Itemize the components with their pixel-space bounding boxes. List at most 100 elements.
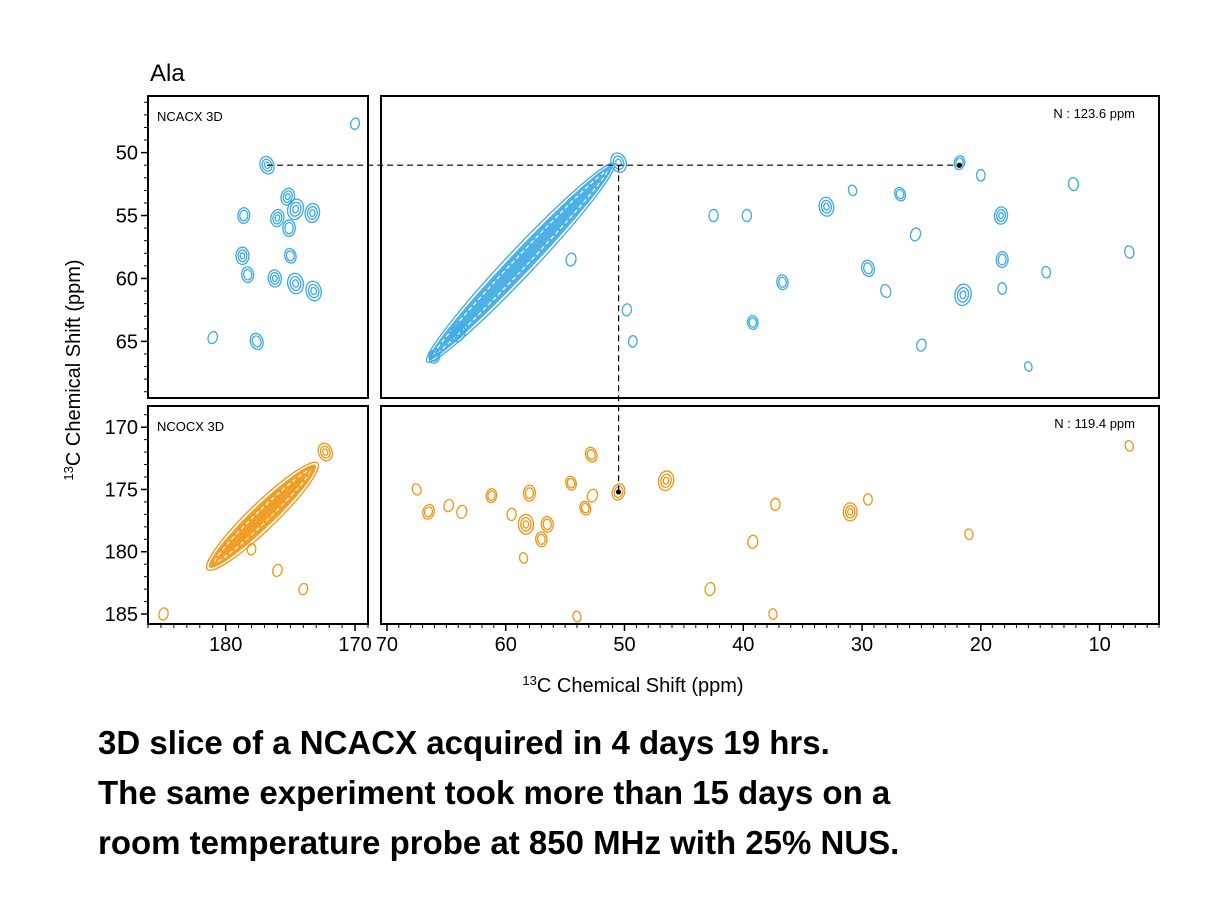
y-tick-label: 175 [105, 479, 138, 501]
peak-marker [776, 274, 789, 291]
connector-lines [267, 162, 963, 495]
peak-marker [237, 207, 251, 224]
peak-marker [506, 507, 517, 522]
peak-marker [518, 552, 529, 564]
x-tick-label: 40 [732, 634, 754, 656]
peak-marker [456, 504, 468, 519]
x-tick-label: 30 [851, 634, 873, 656]
slice-label: N : 123.6 ppm [1053, 106, 1135, 121]
peak-marker [411, 483, 422, 496]
peak-marker [235, 246, 250, 266]
connector-end-dot [956, 162, 963, 168]
peak-marker [1067, 176, 1080, 192]
peak-marker [747, 534, 759, 549]
x-tick-label: 60 [495, 634, 517, 656]
caption: 3D slice of a NCACX acquired in 4 days 1… [98, 718, 1198, 868]
peak-marker [267, 269, 283, 288]
peak-marker [350, 117, 361, 130]
peak-marker [1041, 265, 1052, 279]
y-tick-label: 55 [116, 206, 138, 228]
peak-marker [259, 155, 275, 175]
peak-marker [422, 503, 435, 520]
peak-marker [270, 208, 285, 228]
peak-marker [565, 475, 577, 491]
peak-marker [450, 323, 466, 343]
x-tick-label: 10 [1088, 634, 1110, 656]
peak-marker [916, 338, 927, 352]
peak-marker [317, 442, 334, 462]
peak-marker [863, 493, 873, 506]
peak-marker [584, 446, 598, 463]
peak-marker [741, 208, 753, 223]
peak-marker [565, 252, 577, 267]
x-tick-label: 180 [209, 634, 242, 656]
peak-marker [1123, 245, 1135, 259]
peak-marker [993, 206, 1009, 225]
y-tick-label: 60 [116, 268, 138, 290]
panel-label: NCACX 3D [157, 109, 223, 124]
y-tick-label: 65 [116, 331, 138, 353]
peak-marker [768, 608, 778, 620]
peak-marker [1124, 439, 1135, 452]
panel-ncocx-narrow: NCOCX 3D 170 175 180 185 180 170 [105, 405, 372, 656]
peak-marker [579, 500, 592, 516]
peak-marker [535, 531, 548, 548]
diagonal-ridge [425, 162, 616, 364]
panel-ncacx-wide: N : 123.6 ppm [380, 95, 1160, 399]
peak-marker [272, 563, 283, 578]
peak-marker [746, 314, 759, 331]
x-tick-label: 170 [338, 634, 371, 656]
peak-marker [704, 582, 716, 597]
peak-marker [572, 610, 582, 623]
peak-marker [847, 184, 858, 197]
peak-marker [282, 219, 296, 237]
panel-ncacx-narrow: NCACX 3D 50 55 60 65 [116, 95, 369, 399]
panel-frame [380, 95, 1160, 399]
peak-marker [657, 470, 675, 492]
peak-marker [485, 488, 498, 504]
peak-marker [861, 259, 875, 278]
peak-marker [298, 582, 309, 596]
panel-label: NCOCX 3D [157, 419, 224, 434]
peak-marker [586, 488, 599, 503]
peak-marker [286, 272, 305, 295]
x-tick-label: 50 [613, 634, 635, 656]
peak-marker [428, 349, 441, 364]
panel-ncocx-wide: N : 119.4 ppm 70 60 50 40 30 20 10 [376, 405, 1160, 656]
peak-marker [894, 186, 907, 202]
peak-marker [627, 335, 638, 348]
peak-marker [975, 168, 986, 182]
peak-marker [842, 502, 858, 522]
peak-marker [305, 280, 322, 302]
residue-label: Ala [150, 60, 185, 87]
peak-marker [517, 513, 535, 535]
peak-marker [522, 484, 537, 502]
peak-marker [770, 497, 781, 512]
peak-marker [708, 208, 719, 223]
diagonal-ridge [205, 461, 320, 571]
panel-frame [147, 405, 369, 625]
peak-marker [997, 282, 1008, 295]
panel-frame [147, 95, 369, 399]
caption-line-3: room temperature probe at 850 MHz with 2… [98, 824, 900, 861]
peak-marker [964, 528, 974, 541]
peak-marker [249, 332, 264, 351]
panel-frame [380, 405, 1160, 625]
caption-line-1: 3D slice of a NCACX acquired in 4 days 1… [98, 724, 830, 761]
peak-marker [207, 330, 219, 345]
peak-marker [611, 483, 626, 501]
x-axis-label: 13C Chemical Shift (ppm) [522, 673, 743, 697]
connector-end-dot [615, 489, 622, 495]
x-tick-label: 70 [376, 634, 398, 656]
peak-marker [909, 227, 922, 242]
peak-marker [283, 247, 297, 264]
peak-marker [995, 251, 1009, 269]
peak-marker [954, 283, 972, 307]
y-axis-label: 13C Chemical Shift (ppm) [61, 259, 85, 480]
peak-marker [880, 283, 892, 299]
peak-marker [280, 187, 296, 206]
peak-marker [1023, 361, 1033, 372]
peak-marker [246, 542, 257, 556]
peak-marker [443, 498, 455, 513]
